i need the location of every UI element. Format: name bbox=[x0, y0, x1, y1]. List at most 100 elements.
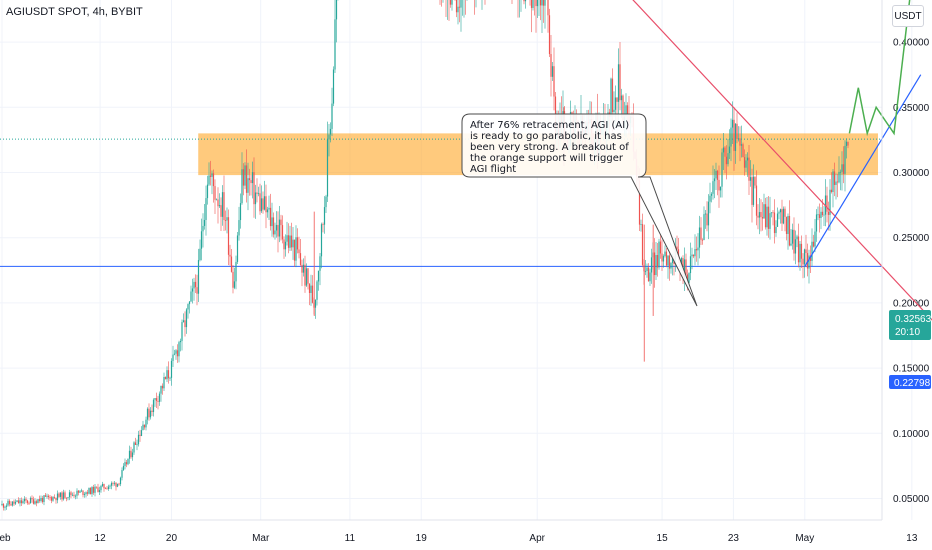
candle-body bbox=[664, 251, 666, 256]
candle-body bbox=[209, 175, 212, 177]
candle-body bbox=[646, 267, 648, 271]
candle-body bbox=[725, 156, 728, 165]
candle-body bbox=[640, 224, 642, 225]
candle-body bbox=[91, 487, 93, 495]
candle-body bbox=[298, 249, 300, 254]
candle-body bbox=[35, 501, 38, 504]
candle-body bbox=[785, 216, 788, 234]
candle-body bbox=[820, 211, 822, 218]
candle-body bbox=[166, 370, 168, 380]
candle-body bbox=[695, 249, 698, 251]
candle-body bbox=[457, 6, 459, 13]
candle-body bbox=[56, 493, 59, 501]
candle-body bbox=[721, 152, 723, 187]
candle-body bbox=[89, 488, 92, 495]
candle-body bbox=[670, 262, 672, 269]
candle-body bbox=[208, 175, 210, 185]
candle-body bbox=[676, 246, 678, 250]
candle-body bbox=[610, 78, 612, 117]
candle-body bbox=[94, 486, 96, 493]
candle-body bbox=[649, 272, 651, 282]
candle-body bbox=[713, 178, 716, 182]
candle-body bbox=[742, 144, 744, 158]
ascending-trendline[interactable] bbox=[804, 74, 922, 267]
candle-body bbox=[262, 198, 264, 210]
candle-body bbox=[158, 393, 161, 402]
x-tick-label: Apr bbox=[529, 533, 545, 544]
candle-body bbox=[116, 483, 119, 487]
chart-title: AGIUSDT SPOT, 4h, BYBIT bbox=[6, 6, 143, 18]
candle-body bbox=[787, 215, 789, 234]
candle-body bbox=[43, 495, 45, 503]
candle-body bbox=[70, 492, 72, 495]
candle-body bbox=[731, 119, 734, 128]
candle-body bbox=[760, 212, 762, 218]
annotation-text[interactable]: After 76% retracement, AGI (AI) is ready… bbox=[470, 120, 630, 175]
candle-body bbox=[203, 219, 206, 226]
candle-body bbox=[830, 189, 833, 192]
candle-body bbox=[839, 171, 842, 173]
candle-body bbox=[145, 419, 147, 428]
candle-body bbox=[763, 204, 765, 219]
candle-body bbox=[794, 239, 797, 254]
candle-body bbox=[293, 239, 296, 261]
candle-body bbox=[7, 500, 9, 506]
candle-body bbox=[235, 261, 237, 282]
candle-body bbox=[241, 169, 243, 204]
candle-body bbox=[797, 236, 800, 263]
candle-body bbox=[692, 254, 695, 257]
candle-body bbox=[523, 0, 525, 2]
candle-body bbox=[191, 288, 194, 292]
candle-body bbox=[328, 134, 330, 140]
candle-body bbox=[317, 270, 320, 282]
candle-body bbox=[175, 350, 177, 354]
candle-body bbox=[334, 19, 336, 70]
candle-body bbox=[814, 231, 816, 247]
candle-body bbox=[668, 255, 671, 269]
candle-body bbox=[815, 214, 818, 232]
candle-body bbox=[137, 434, 140, 445]
candle-body bbox=[260, 198, 263, 212]
candle-body bbox=[614, 97, 617, 110]
candle-body bbox=[671, 255, 674, 263]
candle-body bbox=[14, 501, 17, 504]
candle-body bbox=[200, 231, 203, 249]
x-tick-label: 20 bbox=[166, 533, 178, 544]
candle-body bbox=[226, 217, 228, 221]
candle-body bbox=[322, 224, 324, 226]
candle-body bbox=[553, 66, 555, 97]
candle-body bbox=[232, 271, 234, 288]
candle-body bbox=[280, 219, 282, 226]
descending-trendline[interactable] bbox=[341, 0, 932, 375]
candle-body bbox=[319, 256, 321, 271]
candle-body bbox=[775, 226, 777, 234]
support-price-label: 0.22798 bbox=[889, 375, 931, 389]
candle-body bbox=[170, 360, 173, 378]
candle-body bbox=[836, 181, 839, 183]
candle-body bbox=[778, 212, 780, 214]
annotation-callout[interactable] bbox=[461, 113, 698, 307]
candle-body bbox=[823, 214, 825, 216]
currency-button[interactable]: USDT bbox=[892, 5, 924, 27]
candle-body bbox=[79, 491, 81, 493]
candle-body bbox=[620, 95, 623, 101]
candle-body bbox=[290, 235, 293, 248]
candle-body bbox=[776, 213, 779, 227]
candle-body bbox=[155, 398, 158, 401]
candle-body bbox=[329, 128, 332, 135]
candle-body bbox=[796, 236, 798, 240]
candle-body bbox=[703, 214, 705, 241]
candle-body bbox=[739, 138, 741, 146]
candle-body bbox=[283, 239, 285, 250]
x-tick-label: 11 bbox=[345, 533, 356, 544]
candle-body bbox=[728, 146, 731, 154]
candle-body bbox=[239, 203, 242, 221]
candle-body bbox=[647, 267, 650, 282]
candle-body bbox=[689, 256, 692, 274]
candle-body bbox=[214, 186, 216, 200]
candle-body bbox=[706, 213, 708, 226]
candle-body bbox=[115, 482, 117, 487]
candle-body bbox=[251, 172, 254, 184]
projection-path[interactable] bbox=[848, 0, 920, 137]
